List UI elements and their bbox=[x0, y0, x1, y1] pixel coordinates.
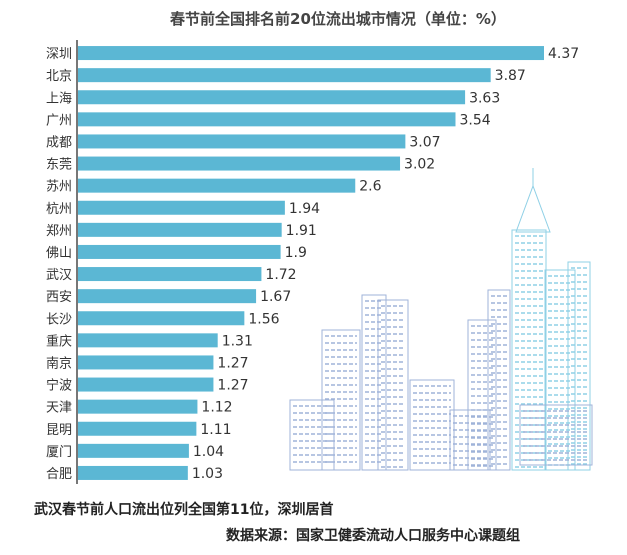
bar bbox=[78, 112, 456, 127]
skyline-tower bbox=[511, 229, 547, 471]
bar bbox=[78, 68, 491, 83]
value-label: 1.27 bbox=[217, 378, 248, 394]
skyline-building bbox=[449, 409, 491, 471]
category-label: 郑州 bbox=[46, 224, 72, 239]
category-label: 杭州 bbox=[46, 202, 72, 217]
category-label: 广州 bbox=[46, 113, 72, 128]
skyline-building bbox=[321, 329, 361, 471]
value-label: 1.31 bbox=[222, 333, 253, 349]
category-label: 上海 bbox=[46, 91, 72, 106]
value-label: 1.27 bbox=[217, 355, 248, 371]
value-label: 3.02 bbox=[404, 157, 435, 173]
category-label: 苏州 bbox=[46, 179, 72, 195]
bar bbox=[78, 377, 214, 392]
bar bbox=[78, 46, 544, 61]
category-label: 昆明 bbox=[46, 423, 72, 438]
city-skyline-illustration bbox=[289, 168, 593, 471]
skyline-building bbox=[467, 319, 497, 471]
category-label: 成都 bbox=[46, 135, 72, 150]
skyline-building bbox=[361, 294, 387, 471]
value-label: 4.37 bbox=[548, 46, 579, 62]
skyline-building bbox=[487, 289, 511, 471]
value-label: 1.56 bbox=[248, 311, 279, 327]
skyline-building bbox=[377, 299, 409, 471]
bar bbox=[78, 134, 406, 149]
chart-caption: 武汉春节前人口流出位列全国第11位，深圳居首 bbox=[34, 502, 334, 518]
bar bbox=[78, 465, 188, 480]
category-label: 佛山 bbox=[46, 246, 72, 261]
value-label: 1.91 bbox=[286, 223, 317, 239]
skyline-building bbox=[519, 404, 593, 466]
value-label: 1.9 bbox=[285, 245, 307, 261]
bars-layer: 深圳 4.37 北京 3.87 上海 3.63 广州 3.54 成都 3.07 东莞 3.02 苏州 2.… bbox=[46, 46, 579, 482]
skyline-building bbox=[567, 261, 591, 471]
category-label: 东莞 bbox=[46, 158, 72, 173]
value-label: 1.67 bbox=[260, 289, 291, 305]
category-label: 南京 bbox=[46, 355, 72, 371]
chart-title: 春节前全国排名前20位流出城市情况（单位：%） bbox=[170, 10, 506, 28]
value-label: 1.11 bbox=[200, 422, 231, 438]
bar bbox=[78, 244, 281, 259]
skyline-tower-roof bbox=[515, 184, 551, 233]
skyline-building bbox=[544, 269, 576, 471]
bar bbox=[78, 443, 189, 458]
bar bbox=[78, 178, 356, 193]
category-label: 武汉 bbox=[46, 268, 72, 283]
category-label: 北京 bbox=[46, 69, 72, 84]
category-label: 天津 bbox=[46, 401, 72, 416]
bar bbox=[78, 311, 245, 326]
category-label: 西安 bbox=[46, 290, 72, 305]
category-label: 合肥 bbox=[46, 467, 72, 482]
category-label: 长沙 bbox=[46, 312, 72, 327]
value-label: 3.54 bbox=[459, 112, 490, 128]
category-label: 厦门 bbox=[46, 445, 72, 460]
value-label: 1.12 bbox=[201, 400, 232, 416]
value-label: 2.6 bbox=[359, 179, 381, 195]
skyline-building bbox=[409, 379, 455, 471]
value-label: 1.03 bbox=[192, 466, 223, 482]
value-label: 1.04 bbox=[193, 444, 224, 460]
value-label: 1.72 bbox=[265, 267, 296, 283]
bar bbox=[78, 222, 282, 237]
bar bbox=[78, 267, 262, 282]
bar bbox=[78, 289, 257, 304]
bar bbox=[78, 156, 401, 171]
bar bbox=[78, 355, 214, 370]
value-label: 3.07 bbox=[409, 134, 440, 150]
category-label: 重庆 bbox=[46, 333, 72, 349]
bar bbox=[78, 200, 285, 215]
bar bbox=[78, 399, 198, 414]
data-source-note: 数据来源：国家卫健委流动人口服务中心课题组 bbox=[226, 528, 520, 544]
value-label: 3.63 bbox=[469, 90, 500, 106]
value-label: 3.87 bbox=[495, 68, 526, 84]
bar bbox=[78, 421, 197, 436]
bar bbox=[78, 90, 466, 105]
category-label: 深圳 bbox=[46, 47, 72, 62]
value-label: 1.94 bbox=[289, 201, 320, 217]
skyline-building bbox=[289, 399, 335, 471]
category-label: 宁波 bbox=[46, 378, 72, 394]
bar bbox=[78, 333, 218, 348]
